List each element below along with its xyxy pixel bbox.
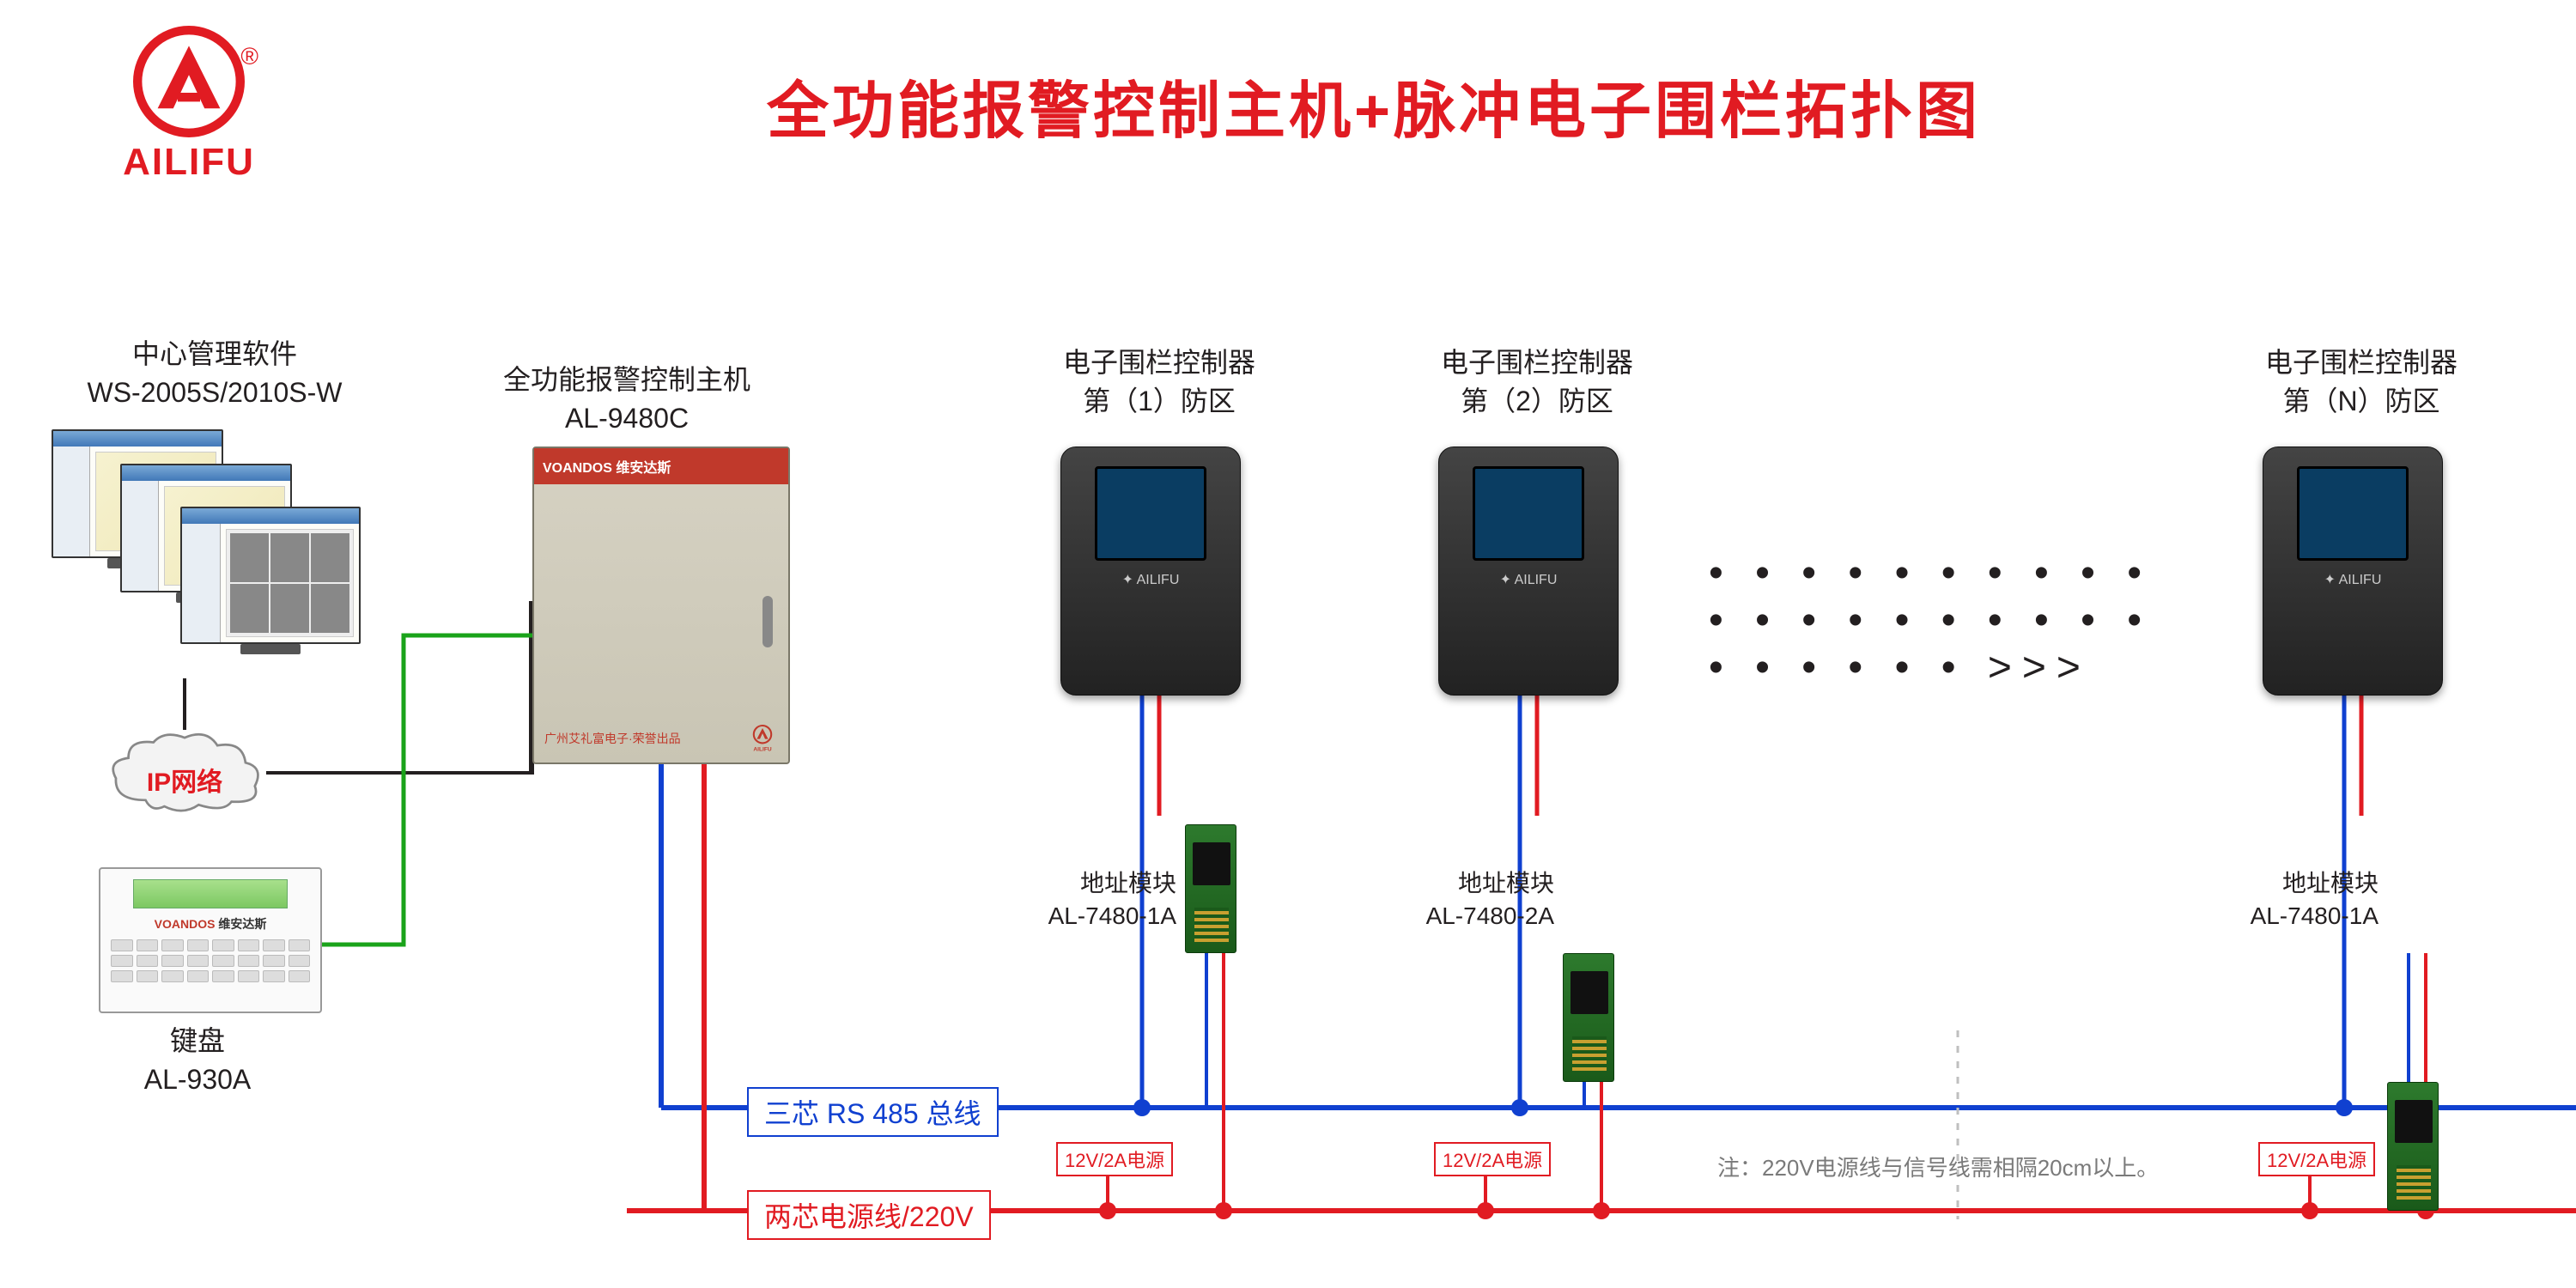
cloud-label: IP网络 — [103, 761, 266, 799]
host-footer-logo-icon: AILIFU — [747, 723, 778, 754]
logo-icon — [133, 26, 245, 137]
host-footer-text: 广州艾礼富电子·荣誉出品 — [544, 730, 681, 747]
power-label: 两芯电源线/220V — [747, 1190, 991, 1240]
keypad-model: AL-930A — [112, 1060, 283, 1099]
ip-network-cloud: IP网络 — [103, 730, 266, 816]
fence-controller-n: ✦ AILIFU — [2263, 447, 2443, 696]
host-label: 全功能报警控制主机 AL-9480C — [464, 361, 790, 438]
addr-module-n — [2387, 1082, 2439, 1211]
diagram-title: 全功能报警控制主机+脉冲电子围栏拓扑图 — [515, 60, 2233, 150]
alarm-host-device: VOANDOS 维安达斯 广州艾礼富电子·荣誉出品 AILIFU — [532, 447, 790, 764]
fence-controller-1: ✦ AILIFU — [1060, 447, 1241, 696]
spacing-note: 注：220V电源线与信号线需相隔20cm以上。 — [1717, 1151, 2159, 1182]
psu-n-label: 12V/2A电源 — [2258, 1142, 2375, 1176]
software-label: 中心管理软件 WS-2005S/2010S-W — [69, 335, 361, 412]
addr-module-n-label: 地址模块 AL-7480-1A — [2215, 867, 2379, 933]
monitor-3 — [180, 507, 361, 644]
keypad-device: VOANDOS 维安达斯 — [99, 867, 322, 1013]
keypad-label: 键盘 AL-930A — [112, 1022, 283, 1099]
fence-controller-2: ✦ AILIFU — [1438, 447, 1619, 696]
software-name: 中心管理软件 — [69, 335, 361, 374]
monitors-group — [52, 429, 369, 670]
brand-name: AILIFU — [86, 141, 292, 184]
fence-2-label: 电子围栏控制器 第（2）防区 — [1408, 343, 1666, 421]
host-header-text: VOANDOS 维安达斯 — [543, 456, 671, 477]
fence-1-label: 电子围栏控制器 第（1）防区 — [1030, 343, 1288, 421]
host-name: 全功能报警控制主机 — [464, 361, 790, 399]
wiring-diagram — [0, 0, 2576, 1288]
brand-logo: ® AILIFU — [86, 26, 292, 184]
host-model: AL-9480C — [464, 399, 790, 438]
continuation-dots: • • • • • • • • • • • • • • • • • • • • … — [1709, 550, 2164, 691]
addr-module-1-label: 地址模块 AL-7480-1A — [1013, 867, 1176, 933]
addr-module-2-label: 地址模块 AL-7480-2A — [1391, 867, 1554, 933]
bus-label: 三芯 RS 485 总线 — [747, 1087, 999, 1137]
fence-n-label: 电子围栏控制器 第（N）防区 — [2233, 343, 2490, 421]
addr-module-1 — [1185, 824, 1236, 953]
psu-1-label: 12V/2A电源 — [1056, 1142, 1173, 1176]
keypad-name: 键盘 — [112, 1022, 283, 1060]
svg-text:AILIFU: AILIFU — [753, 746, 771, 752]
psu-2-label: 12V/2A电源 — [1434, 1142, 1551, 1176]
software-model: WS-2005S/2010S-W — [69, 374, 361, 412]
registered-mark: ® — [240, 43, 258, 70]
addr-module-2 — [1563, 953, 1614, 1082]
